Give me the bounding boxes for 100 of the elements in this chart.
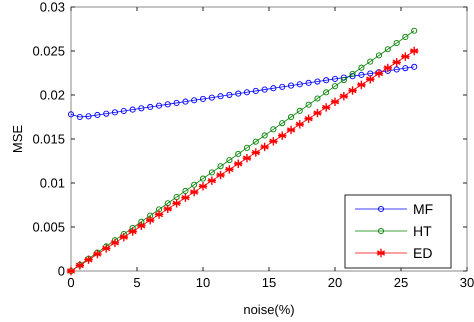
point [120,108,127,114]
point [174,194,180,200]
point [244,89,250,96]
point [323,77,330,84]
point [392,57,402,68]
x-tick-label: 15 [262,275,276,290]
legend-label: ED [413,244,432,261]
point [244,144,250,151]
point [348,86,358,96]
point [367,70,374,77]
y-tick-label: 0.005 [32,220,65,235]
point [174,100,180,106]
point [76,114,83,120]
point [402,65,408,72]
point [198,181,208,192]
y-tick-label: 0 [58,264,65,279]
point [268,136,278,146]
point [103,110,110,117]
legend-label: HT [413,222,432,239]
point [296,108,303,114]
point [216,170,226,180]
point [279,84,286,90]
x-tick-label: 10 [196,275,210,290]
point [262,132,268,139]
point [208,94,215,101]
point [306,80,312,86]
point [242,153,252,164]
point [164,200,171,206]
point [94,112,100,118]
point [86,113,92,120]
point [252,88,259,94]
point [306,102,312,108]
x-axis-title: noise(%) [243,302,295,317]
point [182,188,188,194]
point [145,215,156,226]
point [338,91,349,102]
point [340,74,347,81]
point [323,89,330,96]
point [172,198,182,208]
point [182,98,188,105]
point [128,226,138,236]
x-tick-label: 20 [328,275,342,290]
point [340,76,347,84]
point [250,148,261,158]
point [112,109,118,116]
point [402,34,408,40]
point [411,28,418,34]
point [350,70,356,77]
point [358,64,364,71]
point [156,206,162,212]
point [296,81,303,88]
point [235,150,242,158]
point [147,212,154,219]
point [321,102,332,112]
point [365,74,376,84]
point [374,68,384,78]
y-tick-label: 0.025 [32,44,65,59]
point [180,192,190,203]
point [208,169,215,176]
y-tick-label: 0.01 [40,176,65,191]
point [84,254,94,265]
point [314,95,320,102]
x-tick-label: 25 [394,275,408,290]
point [235,90,242,97]
y-axis-title: MSE [10,124,25,154]
x-tick-label: 30 [460,275,474,290]
point [294,119,305,130]
point [200,96,206,102]
point [206,176,217,186]
point [288,114,294,120]
point [92,249,102,260]
point [409,46,420,56]
point [218,93,224,100]
point [314,78,320,85]
point [191,182,198,188]
point [224,164,234,174]
point [138,105,144,112]
point [156,102,162,109]
point [233,158,244,169]
point [138,218,144,225]
point [218,163,224,170]
x-tick-label: 0 [67,275,75,290]
point [200,176,206,182]
point [118,232,129,242]
point [130,106,136,113]
point [260,142,270,152]
point [279,120,286,126]
point [376,52,382,58]
point [130,224,136,231]
point [332,76,338,82]
point [382,62,393,73]
point [270,126,276,132]
point [394,40,400,46]
point [400,52,410,62]
point [288,82,294,89]
point [277,130,288,141]
point [332,83,338,90]
point [226,92,232,98]
point [147,104,154,110]
point [189,187,200,197]
